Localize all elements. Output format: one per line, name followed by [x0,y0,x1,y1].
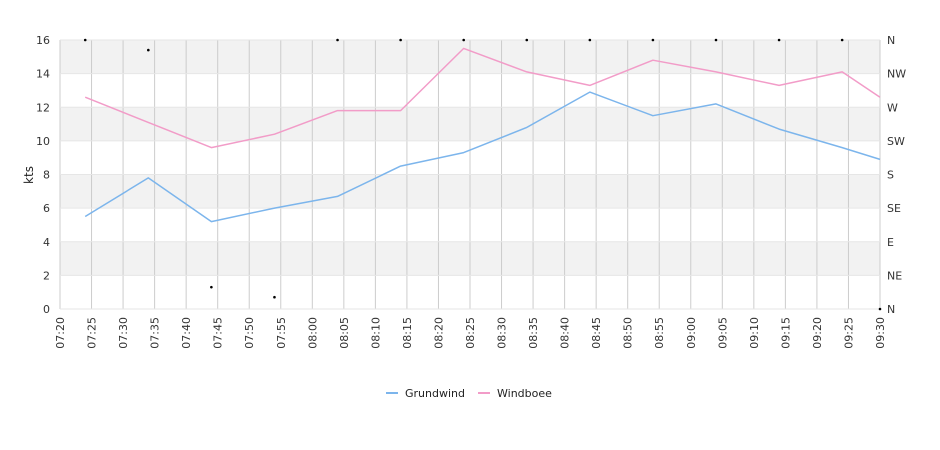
series-line-grundwind [84,91,881,223]
y-axis-left: 0 2 4 6 8 10 12 14 16 [36,34,50,316]
legend[interactable]: Grundwind Windboee [386,387,552,400]
direction-point [83,38,87,42]
legend-item-windboee[interactable]: Windboee [497,387,552,400]
x-tick-label: 08:55 [653,317,666,349]
y-axis-right-direction: N NE E SE S SW W NW N [887,34,906,316]
series-lines [84,47,881,223]
direction-points [83,38,882,311]
direction-point [840,38,844,42]
x-tick-label: 09:30 [874,317,887,349]
x-tick-label: 09:15 [779,317,792,349]
y-tick-label: 2 [43,269,50,282]
x-tick-label: 09:10 [748,317,761,349]
x-tick-label: 08:30 [496,317,509,349]
direction-tick-label: E [887,236,894,249]
x-tick-label: 08:10 [369,317,382,349]
x-tick-label: 07:50 [243,317,256,349]
x-tick-label: 08:25 [464,317,477,349]
x-tick-label: 08:15 [401,317,414,349]
series-line-windboee [84,47,881,149]
y-tick-label: 0 [43,303,50,316]
direction-point [399,38,402,42]
x-tick-label: 09:25 [842,317,855,349]
direction-point [878,307,882,311]
direction-tick-label: W [887,101,898,114]
direction-point [777,38,781,42]
x-tick-label: 08:00 [306,317,319,349]
legend-item-grundwind[interactable]: Grundwind [405,387,465,400]
y-tick-label: 8 [43,169,50,182]
y-tick-label: 6 [43,202,50,215]
x-tick-label: 08:20 [432,317,445,349]
direction-point [147,48,150,52]
direction-tick-label: SW [887,135,905,148]
direction-tick-label: N [887,34,895,47]
x-tick-label: 07:25 [86,317,99,349]
direction-point [336,38,339,42]
x-axis: 07:20 07:25 07:30 07:35 07:40 07:45 07:50 07:55… [54,317,887,349]
direction-point [588,38,592,42]
y-tick-label: 4 [43,236,50,249]
y-axis-label: kts [22,166,36,184]
x-tick-label: 08:50 [622,317,635,349]
x-tick-label: 09:00 [685,317,698,349]
direction-point [462,38,465,42]
x-tick-label: 07:35 [149,317,162,349]
direction-point [525,38,529,42]
direction-point [273,295,276,299]
y-tick-label: 16 [36,34,50,47]
x-tick-label: 08:40 [559,317,572,349]
direction-tick-label: SE [887,202,901,215]
direction-tick-label: N [887,303,895,316]
x-tick-label: 09:20 [811,317,824,349]
x-tick-label: 08:05 [338,317,351,349]
direction-tick-label: NE [887,269,902,282]
x-tick-label: 07:40 [180,317,193,349]
x-tick-label: 09:05 [716,317,729,349]
direction-point [714,38,718,42]
horizontal-grid [60,39,880,310]
x-tick-label: 07:20 [54,317,67,349]
x-tick-label: 07:45 [212,317,225,349]
y-tick-label: 12 [36,101,50,114]
direction-point [651,38,655,42]
x-tick-label: 08:35 [527,317,540,349]
direction-tick-label: S [887,169,894,182]
x-tick-label: 07:30 [117,317,130,349]
direction-point [210,285,213,289]
y-tick-label: 14 [36,68,50,81]
x-tick-label: 07:55 [275,317,288,349]
y-tick-label: 10 [36,135,50,148]
x-tick-label: 08:45 [590,317,603,349]
direction-tick-label: NW [887,68,906,81]
